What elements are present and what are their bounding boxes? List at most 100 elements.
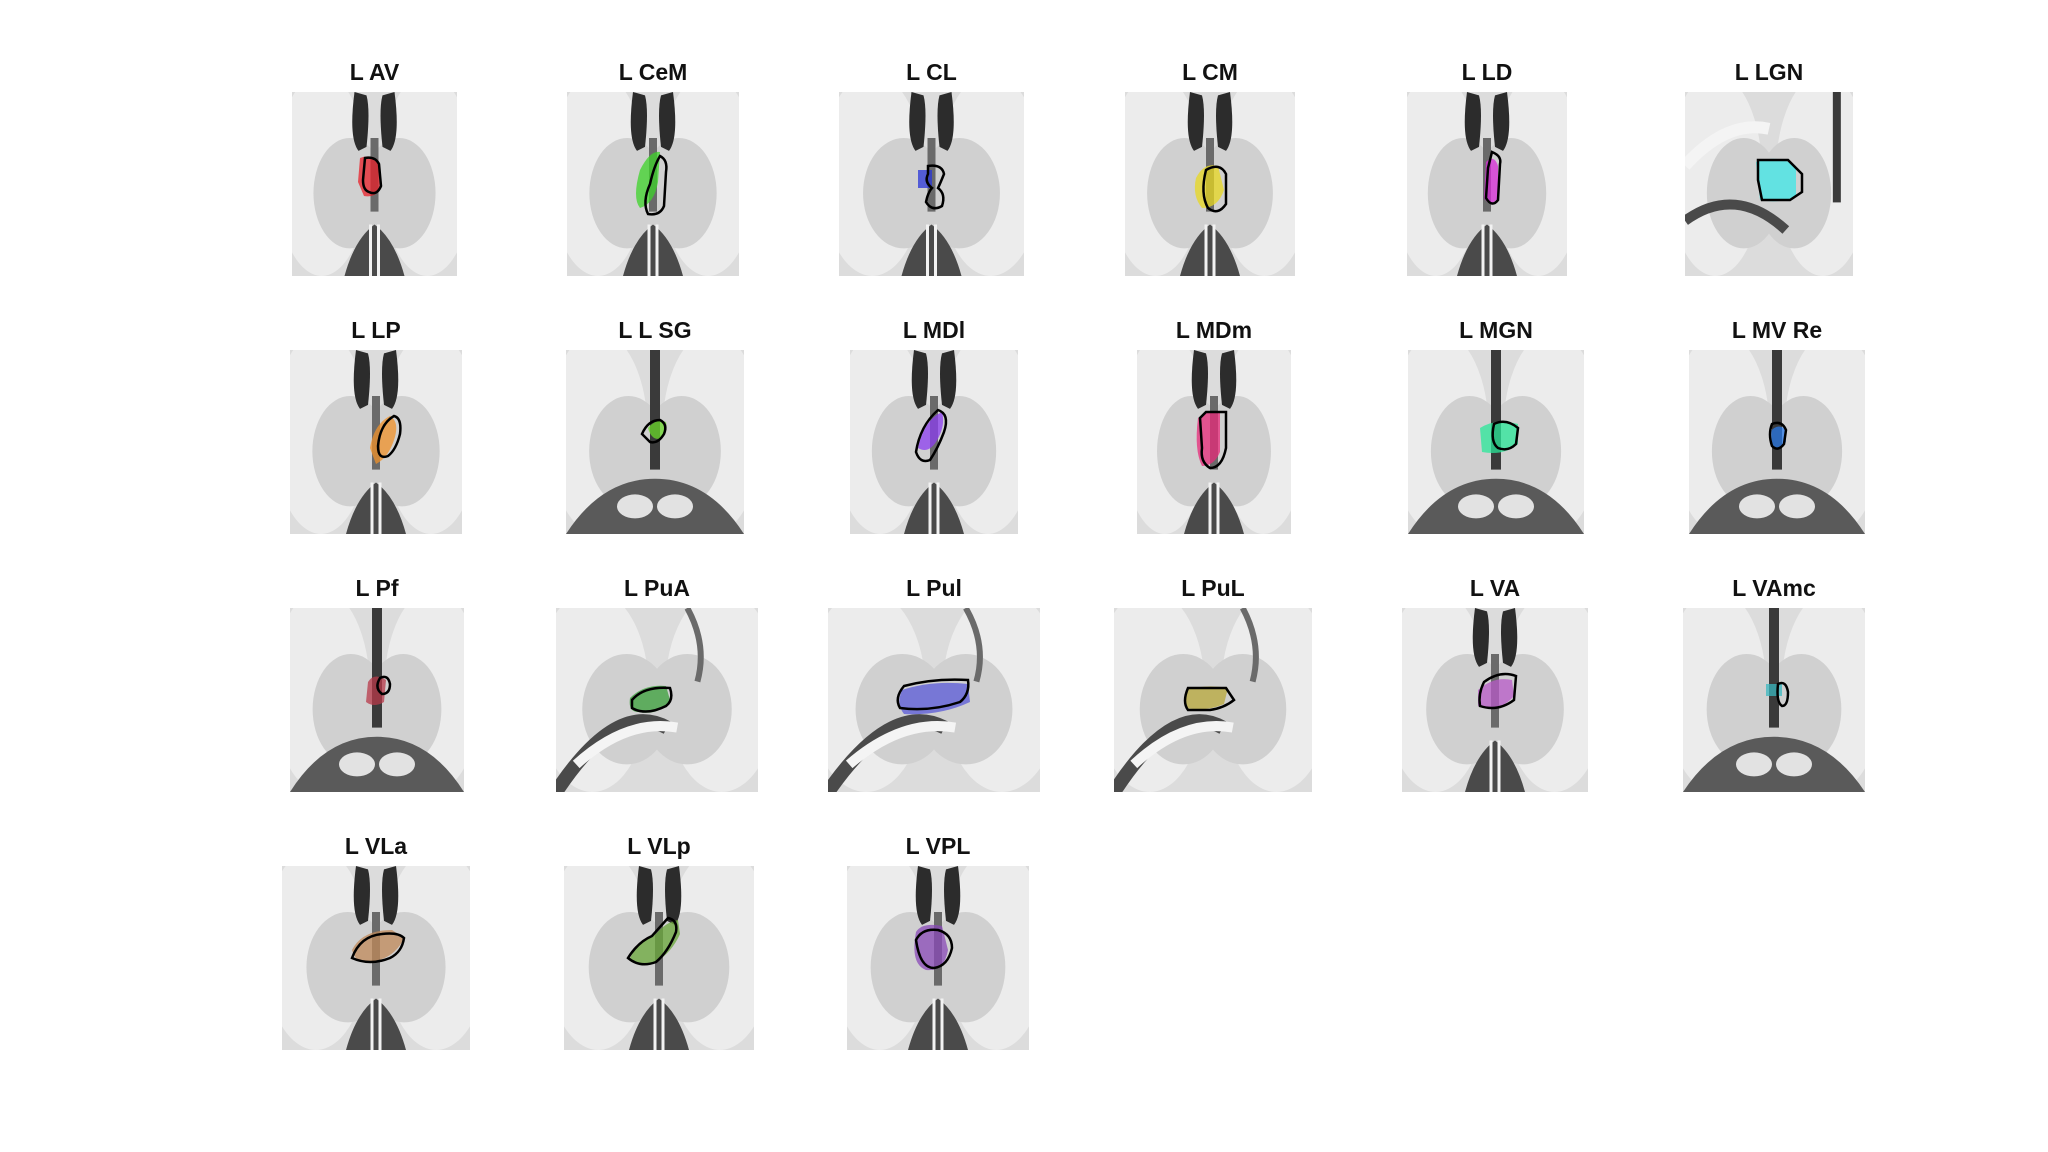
nucleus-panel: L VAmc bbox=[1683, 574, 1865, 792]
nucleus-panel: L MGN bbox=[1408, 316, 1584, 534]
reference-outline bbox=[1756, 158, 1804, 202]
reference-outline bbox=[914, 928, 954, 970]
reference-outline bbox=[644, 154, 668, 216]
slice-svg bbox=[1407, 92, 1567, 276]
slice-svg bbox=[290, 608, 464, 792]
panel-title: L PuA bbox=[623, 575, 691, 601]
nucleus-panel: L AV bbox=[292, 58, 457, 276]
nucleus-panel: L VLa bbox=[282, 832, 470, 1050]
panel-title: L VLp bbox=[627, 833, 691, 859]
reference-outline bbox=[1484, 150, 1502, 205]
slice-svg bbox=[1685, 92, 1853, 276]
slice-svg bbox=[556, 608, 758, 792]
panel-title: L Pul bbox=[906, 575, 962, 601]
nucleus-panel: L PuL bbox=[1114, 574, 1312, 792]
nucleus-overlay bbox=[899, 682, 970, 715]
nucleus-overlay bbox=[630, 920, 680, 965]
slice-svg bbox=[839, 92, 1024, 276]
nucleus-panel: L CL bbox=[839, 58, 1024, 276]
panel-title: L VA bbox=[1469, 575, 1521, 601]
brain-slice-image bbox=[1683, 608, 1865, 792]
reference-outline bbox=[1183, 686, 1236, 712]
nucleus-panel: L L SG bbox=[566, 316, 744, 534]
nucleus-overlay bbox=[352, 930, 404, 963]
nucleus-panel: L VA bbox=[1402, 574, 1588, 792]
nucleus-overlay bbox=[1766, 684, 1782, 696]
slice-svg bbox=[1402, 608, 1588, 792]
reference-outline bbox=[1198, 410, 1228, 470]
panel-title: L VAmc bbox=[1732, 575, 1816, 601]
nucleus-overlay bbox=[370, 416, 397, 464]
reference-outline bbox=[361, 156, 383, 195]
nucleus-overlay bbox=[918, 412, 944, 450]
reference-outline bbox=[376, 675, 392, 696]
slice-svg bbox=[828, 608, 1040, 792]
reference-outline bbox=[1491, 420, 1520, 451]
panel-title: L MGN bbox=[1459, 317, 1533, 343]
nucleus-overlay bbox=[366, 676, 386, 705]
brain-slice-image bbox=[1408, 350, 1584, 534]
slice-svg bbox=[566, 350, 744, 534]
nucleus-overlay bbox=[648, 420, 667, 439]
nucleus-overlay bbox=[1194, 165, 1224, 208]
panel-title: L MV Re bbox=[1731, 317, 1823, 343]
panel-title: L LP bbox=[351, 317, 401, 343]
panel-title: L MDl bbox=[902, 317, 966, 343]
nucleus-overlay bbox=[1186, 686, 1228, 710]
brain-slice-image bbox=[292, 92, 457, 276]
reference-outline bbox=[1768, 421, 1788, 450]
panel-title: L CM bbox=[1182, 59, 1238, 85]
panel-title: L LD bbox=[1461, 59, 1513, 85]
panel-title: L CeM bbox=[618, 59, 688, 85]
slice-svg bbox=[290, 350, 462, 534]
nucleus-panel: L Pf bbox=[290, 574, 464, 792]
nucleus-panel: L LP bbox=[290, 316, 462, 534]
nucleus-panel: L LGN bbox=[1685, 58, 1853, 276]
slice-svg bbox=[1137, 350, 1291, 534]
slice-svg bbox=[847, 866, 1029, 1050]
panel-title: L L SG bbox=[618, 317, 692, 343]
reference-outline bbox=[640, 418, 667, 444]
nucleus-overlay bbox=[1480, 421, 1518, 453]
reference-outline bbox=[914, 408, 948, 463]
nucleus-overlay bbox=[1478, 679, 1514, 709]
reference-outline bbox=[1478, 672, 1518, 710]
slice-svg bbox=[282, 866, 470, 1050]
slice-svg bbox=[567, 92, 739, 276]
panel-title: L VLa bbox=[344, 833, 408, 859]
nucleus-panel: L MV Re bbox=[1689, 316, 1865, 534]
panel-title: L MDm bbox=[1175, 317, 1253, 343]
reference-outline bbox=[924, 164, 946, 210]
slice-svg bbox=[1125, 92, 1295, 276]
nucleus-overlay bbox=[914, 924, 948, 971]
panel-title: L AV bbox=[349, 59, 400, 85]
nucleus-panel: L CM bbox=[1125, 58, 1295, 276]
nucleus-panel: L VPL bbox=[847, 832, 1029, 1050]
nucleus-panel: L LD bbox=[1407, 58, 1567, 276]
slice-svg bbox=[1114, 608, 1312, 792]
nucleus-panel: L PuA bbox=[556, 574, 758, 792]
nucleus-panel: L VLp bbox=[564, 832, 754, 1050]
reference-outline bbox=[1202, 165, 1228, 213]
reference-outline bbox=[626, 916, 678, 966]
slice-svg bbox=[564, 866, 754, 1050]
nucleus-panel: L MDm bbox=[1137, 316, 1291, 534]
panel-title: L LGN bbox=[1734, 59, 1804, 85]
slice-svg bbox=[1689, 350, 1865, 534]
reference-outline bbox=[350, 932, 406, 964]
slice-svg bbox=[292, 92, 457, 276]
nucleus-overlay bbox=[1756, 158, 1796, 202]
nucleus-panel: L CeM bbox=[567, 58, 739, 276]
reference-outline bbox=[630, 686, 673, 713]
slice-svg bbox=[850, 350, 1018, 534]
panel-title: L VPL bbox=[905, 833, 971, 859]
nucleus-panel: L Pul bbox=[828, 574, 1040, 792]
slice-svg bbox=[1408, 350, 1584, 534]
panel-title: L Pf bbox=[355, 575, 399, 601]
nucleus-panel: L MDl bbox=[850, 316, 1018, 534]
slice-svg bbox=[1683, 608, 1865, 792]
reference-outline bbox=[1776, 681, 1790, 708]
panel-title: L PuL bbox=[1181, 575, 1245, 601]
panel-title: L CL bbox=[906, 59, 957, 85]
